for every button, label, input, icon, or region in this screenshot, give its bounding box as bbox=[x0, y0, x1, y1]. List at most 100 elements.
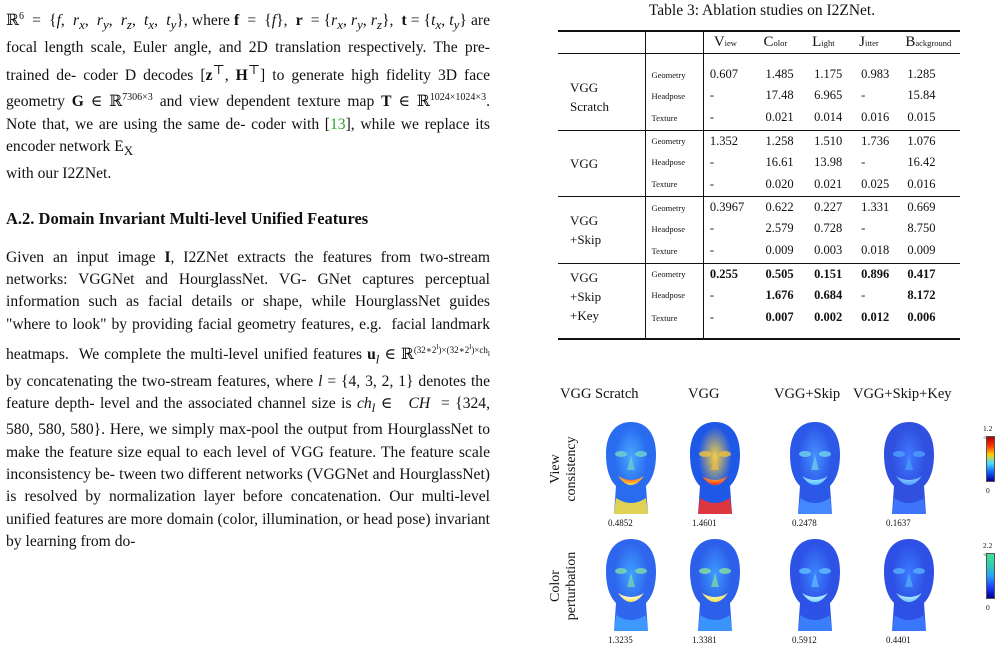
table-cell: 0.006 bbox=[907, 310, 936, 324]
table-cell: 1.076 bbox=[901, 129, 960, 152]
table-row: VGG +Skip +Key Geometry 0.255 0.505 0.151 0.896… bbox=[558, 262, 960, 330]
table-cell: - bbox=[709, 110, 714, 125]
table-cell: 0.007 bbox=[765, 310, 794, 324]
face-heatmap-image bbox=[884, 422, 934, 514]
table-row: Texture - 0.020 0.021 0.025 0.016 bbox=[558, 172, 960, 197]
table-cell: 1.175 bbox=[814, 67, 843, 81]
table-row: VGG +Skip Geometry 0.3967 0.622 0.227 1.331 0.6… bbox=[558, 196, 960, 263]
group-name: VGG Scratch bbox=[558, 64, 646, 130]
row-label: Texture bbox=[645, 305, 704, 330]
table-cell: - bbox=[709, 221, 714, 235]
metric-value: 0.5912 bbox=[792, 635, 817, 645]
table-cell: 0.014 bbox=[814, 110, 843, 125]
table-cell: 0.016 bbox=[861, 110, 890, 125]
metric-value: 1.3381 bbox=[692, 635, 717, 645]
table-row: Headpose -2.579 0.728-8.750 bbox=[558, 218, 960, 239]
paragraph-features: Given an input image I, I2ZNet extracts … bbox=[6, 248, 491, 550]
column-header-color: Color bbox=[759, 31, 809, 54]
face-heatmap-image bbox=[790, 539, 840, 631]
colorbar bbox=[986, 553, 995, 599]
face-heatmap-image bbox=[606, 539, 656, 631]
table-cell: 0.255 bbox=[703, 262, 760, 285]
figure-column-title: VGG+Skip+Key bbox=[853, 386, 952, 402]
table-cell: 0.684 bbox=[814, 287, 843, 302]
face-heatmap-image bbox=[606, 422, 656, 514]
table-cell: 0.607 bbox=[709, 67, 738, 81]
table-cell: 0.622 bbox=[759, 196, 809, 218]
face-heatmap-image bbox=[690, 539, 740, 631]
table-cell: 1.510 bbox=[808, 129, 856, 152]
table-cell: 0.021 bbox=[814, 176, 843, 191]
table-cell: 0.227 bbox=[808, 196, 856, 218]
table-cell: - bbox=[861, 287, 866, 302]
table-cell: 2.579 bbox=[765, 221, 794, 235]
row-label: Texture bbox=[645, 106, 704, 130]
table-spacer bbox=[558, 53, 960, 64]
row-label: Geometry bbox=[645, 129, 704, 152]
colorbar-min-label: 0 bbox=[986, 486, 990, 495]
table-cell: 17.48 bbox=[765, 88, 794, 102]
metric-value: 1.4601 bbox=[692, 518, 717, 528]
table-cell: 15.84 bbox=[907, 88, 936, 102]
table-cell: 1.331 bbox=[855, 196, 902, 218]
row-label: Texture bbox=[645, 239, 704, 263]
table-cell: 13.98 bbox=[814, 154, 843, 169]
table-cell: - bbox=[709, 310, 714, 324]
table-cell: 8.750 bbox=[907, 221, 936, 235]
table-cell: - bbox=[709, 88, 714, 102]
row-label: Texture bbox=[645, 172, 704, 197]
group-name: VGG +Skip bbox=[558, 196, 646, 263]
table-row: Headpose -1.676 0.684-8.172 bbox=[558, 284, 960, 306]
table-cell: - bbox=[861, 88, 866, 102]
table-cell: 0.025 bbox=[861, 176, 890, 191]
table-cell: 0.012 bbox=[861, 310, 890, 324]
metric-value: 0.4852 bbox=[608, 518, 633, 528]
table-row: Headpose -17.48 6.965-15.84 bbox=[558, 85, 960, 106]
table-cell: 0.018 bbox=[861, 243, 890, 258]
table-cell: 1.736 bbox=[855, 129, 902, 152]
table-caption: Table 3: Ablation studies on I2ZNet. bbox=[648, 2, 876, 19]
table-bottom bbox=[558, 329, 960, 340]
metric-value: 1.3235 bbox=[608, 635, 633, 645]
table-cell: 0.009 bbox=[907, 243, 936, 258]
citation-13[interactable]: 13 bbox=[330, 115, 346, 133]
row-label: Headpose bbox=[645, 151, 704, 173]
column-header-view: View bbox=[703, 31, 760, 54]
table-cell: 0.002 bbox=[814, 310, 843, 324]
row-label: Headpose bbox=[645, 85, 704, 106]
table-row: VGG Scratch Geometry 0.607 1.485 1.175 0.983 1.… bbox=[558, 64, 960, 130]
table-cell: 0.505 bbox=[759, 262, 809, 285]
colorbar-max-label: 2.2 < bbox=[983, 541, 993, 559]
table-cell: 0.728 bbox=[814, 221, 843, 235]
row-label: Headpose bbox=[645, 218, 704, 239]
table-cell: - bbox=[861, 221, 866, 235]
figure-row-label: View consistency bbox=[548, 436, 579, 502]
metric-value: 0.4401 bbox=[886, 635, 911, 645]
table-cell: 0.020 bbox=[765, 176, 794, 191]
colorbar-max-label: 1.2 < bbox=[983, 424, 993, 442]
table-row: Headpose -16.61 13.98-16.42 bbox=[558, 151, 960, 173]
table-cell: 0.151 bbox=[808, 262, 856, 285]
table-cell: 1.676 bbox=[765, 287, 794, 302]
table-cell: - bbox=[709, 243, 714, 258]
table-cell: 0.983 bbox=[861, 67, 890, 81]
table-cell: 0.003 bbox=[814, 243, 843, 258]
table-cell: 16.42 bbox=[907, 154, 936, 169]
table-cell: 0.417 bbox=[901, 262, 960, 285]
section-heading: A.2. Domain Invariant Multi-level Unifie… bbox=[6, 208, 369, 228]
figure-column-title: VGG bbox=[688, 386, 720, 402]
table-cell: 0.009 bbox=[765, 243, 794, 258]
table-cell: 8.172 bbox=[907, 287, 936, 302]
row-label: Geometry bbox=[645, 64, 704, 85]
table-cell: 1.352 bbox=[703, 129, 760, 152]
table-cell: 0.015 bbox=[907, 110, 936, 125]
row-label: Geometry bbox=[645, 262, 704, 285]
table-cell: 6.965 bbox=[814, 88, 843, 102]
face-heatmap-image bbox=[884, 539, 934, 631]
table-cell: - bbox=[709, 287, 714, 302]
header-blank bbox=[645, 31, 704, 54]
table-cell: 16.61 bbox=[765, 154, 794, 169]
group-name: VGG +Skip +Key bbox=[558, 262, 646, 330]
table-cell: 1.285 bbox=[907, 67, 936, 81]
face-heatmap-image bbox=[790, 422, 840, 514]
